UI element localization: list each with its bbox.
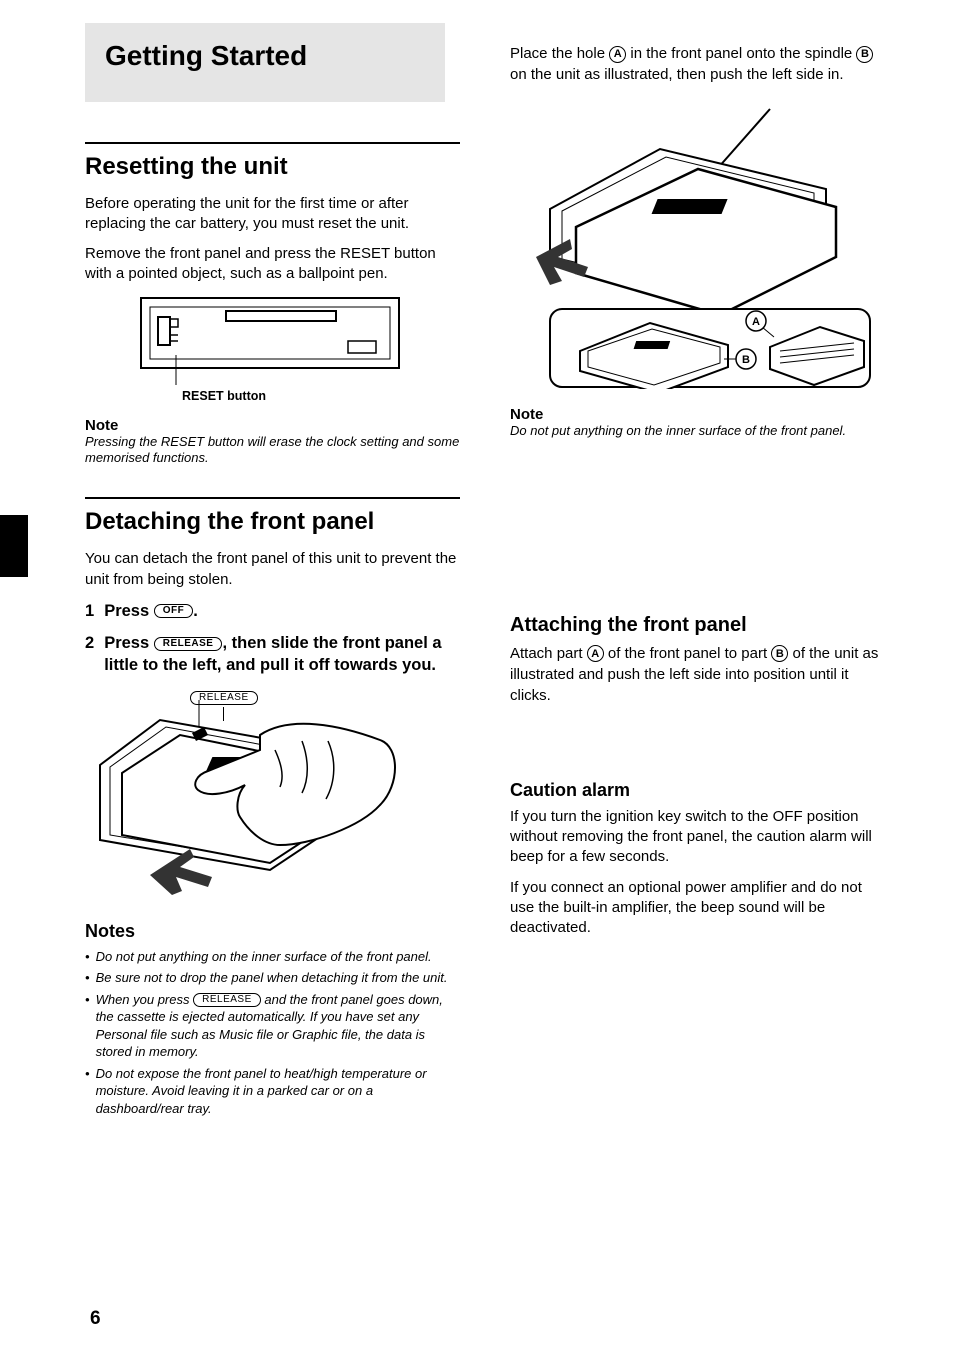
circled-A-2: A xyxy=(587,645,604,662)
detach-notes: Do not put anything on the inner surface… xyxy=(85,948,460,1118)
reset-para1: Before operating the unit for the first … xyxy=(85,194,460,235)
page-number: 6 xyxy=(90,1308,101,1330)
note3: Be sure not to drop the panel when detac… xyxy=(96,969,448,987)
note4-btn: RELEASE xyxy=(193,993,261,1007)
chapter-title-box: Getting Started xyxy=(85,23,445,102)
note4: When you press RELEASE and the front pan… xyxy=(96,991,460,1061)
chapter-title: Getting Started xyxy=(105,41,425,70)
attach-intro-3: on the unit as illustrated, then push th… xyxy=(510,66,844,83)
svg-text:A: A xyxy=(752,316,760,328)
reset-svg xyxy=(140,297,400,387)
reset-para2: Remove the front panel and press the RES… xyxy=(85,244,460,285)
release-callout: RELEASE xyxy=(190,691,258,721)
note5: Do not expose the front panel to heat/hi… xyxy=(96,1065,460,1118)
rule2 xyxy=(85,497,460,499)
reset-diagram: RESET button xyxy=(140,297,460,403)
caution-body2: If you connect an optional power amplifi… xyxy=(510,878,880,939)
reset-caption: RESET button xyxy=(182,389,460,403)
note2: Do not put anything on the inner surface… xyxy=(96,948,432,966)
step-num-1: 1 xyxy=(85,600,94,622)
attach-note: Do not put anything on the inner surface… xyxy=(510,423,880,440)
attach-step: Attach part A of the front panel to part… xyxy=(510,643,880,706)
circled-A-text: A xyxy=(609,46,626,63)
attach-intro-2: in the front panel onto the spindle xyxy=(626,45,856,62)
page-edge-tab xyxy=(0,515,28,577)
attach-note-head: Note xyxy=(510,406,880,423)
attach-step-2: of the front panel to part xyxy=(604,645,772,662)
caution-head: Caution alarm xyxy=(510,780,880,801)
detach-notes-head: Notes xyxy=(85,921,460,942)
attach-heading: Attaching the front panel xyxy=(510,614,880,637)
detach-step1: 1 Press OFF. xyxy=(85,600,460,622)
caution-body: If you turn the ignition key switch to t… xyxy=(510,807,880,868)
detach-step2: 2 Press RELEASE, then slide the front pa… xyxy=(85,632,460,677)
note4-prefix: When you press xyxy=(96,992,194,1007)
attach-diagram: B A xyxy=(510,99,880,389)
reset-heading: Resetting the unit xyxy=(85,154,460,179)
release-button-label: RELEASE xyxy=(154,637,223,651)
attach-intro: Place the hole A in the front panel onto… xyxy=(510,43,880,85)
step1-suffix: . xyxy=(193,602,198,620)
off-button-label: OFF xyxy=(154,604,194,618)
step-num-2: 2 xyxy=(85,632,94,677)
circled-B-2: B xyxy=(771,645,788,662)
reset-note-title: Note xyxy=(85,417,460,434)
reset-note: Pressing the RESET button will erase the… xyxy=(85,434,460,468)
detach-intro: You can detach the front panel of this u… xyxy=(85,549,460,590)
release-lozenge: RELEASE xyxy=(190,691,258,705)
step2-prefix: Press xyxy=(104,634,154,652)
attach-step-1: Attach part xyxy=(510,645,587,662)
step1-prefix: Press xyxy=(104,602,154,620)
detach-heading: Detaching the front panel xyxy=(85,509,460,535)
attach-intro-1: Place the hole xyxy=(510,45,609,62)
detach-diagram xyxy=(80,695,410,915)
right-column: Place the hole A in the front panel onto… xyxy=(510,28,880,1121)
svg-text:B: B xyxy=(742,354,750,366)
left-column: Getting Started Resetting the unit Befor… xyxy=(85,28,460,1121)
rule xyxy=(85,142,460,144)
circled-B-text: B xyxy=(856,46,873,63)
